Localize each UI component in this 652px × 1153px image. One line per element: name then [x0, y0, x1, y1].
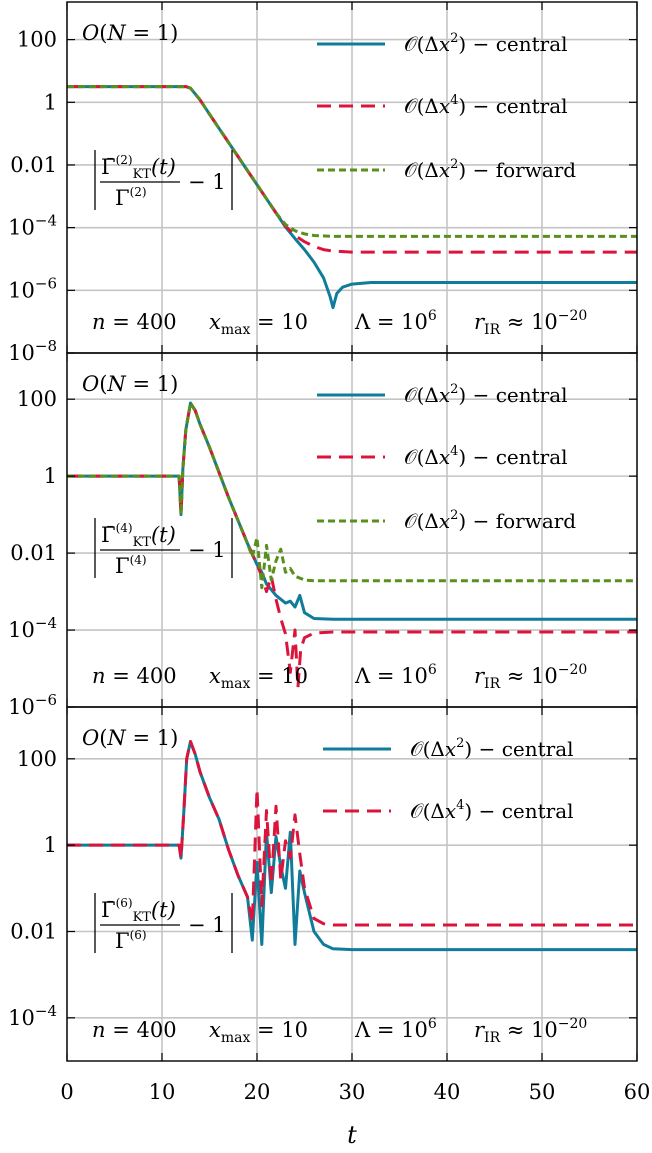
- legend-label-2: 𝒪(Δx4) − central: [404, 444, 568, 469]
- x-tick-label: 60: [624, 1080, 651, 1104]
- series-line-1: [67, 740, 637, 952]
- y-tick-label: 10−6: [8, 691, 57, 719]
- legend-label-1: 𝒪(Δx2) − central: [410, 736, 574, 761]
- panel-2: 100 1 0.01 10−4 10−6 O(N = 1) Γ̄(4)KT(t) Γ(4) − …: [8, 352, 638, 719]
- ylabel-denominator: Γ(6): [115, 928, 147, 953]
- legend-label-3: 𝒪(Δx2) − forward: [404, 508, 576, 533]
- param-lambda: Λ = 106: [354, 1016, 437, 1042]
- panel-3: 100 1 0.01 10−4 O(N = 1) Γ̄(6)KT(t) Γ(6) − 1 n =…: [8, 706, 638, 1062]
- model-label: O(N = 1): [82, 372, 178, 396]
- y-tick-label: 1: [44, 90, 57, 114]
- legend-label-3: 𝒪(Δx2) − forward: [404, 157, 576, 182]
- ylabel-numerator: Γ̄(2)KT(t): [101, 153, 176, 182]
- x-tick-label: 30: [339, 1080, 366, 1104]
- series-line-2: [67, 85, 637, 254]
- param-rir: rIR ≈ 10−20: [474, 1016, 587, 1046]
- y-tick-label: 10−4: [8, 614, 57, 642]
- x-tick-label: 10: [149, 1080, 176, 1104]
- param-xmax: xmax = 10: [209, 1018, 308, 1046]
- y-tick-label: 10−8: [8, 337, 57, 365]
- ylabel-minus-one: − 1: [188, 170, 226, 194]
- param-rir: rIR ≈ 10−20: [474, 308, 587, 338]
- param-lambda: Λ = 106: [354, 662, 437, 688]
- param-n: n = 400: [92, 1018, 177, 1042]
- y-tick-label: 1: [44, 464, 57, 488]
- ylabel-expression: Γ̄(2)KT(t) Γ(2) − 1: [94, 150, 233, 210]
- legend-label-2: 𝒪(Δx4) − central: [404, 93, 568, 118]
- legend-label-1: 𝒪(Δx2) − central: [404, 31, 568, 56]
- ylabel-denominator: Γ(4): [115, 553, 147, 578]
- y-tick-label: 100: [17, 747, 57, 771]
- model-label: O(N = 1): [82, 726, 178, 750]
- x-tick-label: 0: [60, 1080, 73, 1104]
- param-n: n = 400: [92, 310, 177, 334]
- param-xmax: xmax = 10: [209, 310, 308, 338]
- ylabel-expression: Γ̄(6)KT(t) Γ(6) − 1: [94, 893, 233, 953]
- ylabel-numerator: Γ̄(6)KT(t): [101, 896, 176, 925]
- series-line-2: [67, 401, 637, 690]
- y-tick-label: 10−4: [8, 212, 57, 240]
- y-tick-label: 100: [17, 387, 57, 411]
- y-tick-label: 0.01: [10, 153, 57, 177]
- ylabel-numerator: Γ̄(4)KT(t): [101, 521, 176, 550]
- series-line-2: [67, 740, 637, 927]
- y-tick-label: 100: [17, 28, 57, 52]
- x-tick-label: 40: [434, 1080, 461, 1104]
- model-label: O(N = 1): [82, 21, 178, 45]
- param-lambda: Λ = 106: [354, 308, 437, 334]
- y-tick-label: 10−4: [8, 1002, 57, 1030]
- ylabel-minus-one: − 1: [188, 913, 226, 937]
- series-line-3: [67, 401, 637, 590]
- series-line-3: [67, 85, 637, 238]
- x-axis-label: t: [347, 1121, 357, 1149]
- y-tick-label: 0.01: [10, 919, 57, 943]
- param-n: n = 400: [92, 664, 177, 688]
- param-xmax: xmax = 10: [209, 664, 308, 692]
- ylabel-expression: Γ̄(4)KT(t) Γ(4) − 1: [94, 518, 233, 578]
- y-tick-label: 0.01: [10, 541, 57, 565]
- panel-1: 100 1 0.01 10−4 10−6 10−8 O(N = 1) Γ̄(2)KT(t) Γ(…: [8, 1, 638, 365]
- y-tick-label: 1: [44, 833, 57, 857]
- x-tick-label: 50: [529, 1080, 556, 1104]
- legend-label-2: 𝒪(Δx4) − central: [410, 798, 574, 823]
- ylabel-denominator: Γ(2): [115, 185, 147, 210]
- y-tick-label: 10−6: [8, 274, 57, 302]
- ylabel-minus-one: − 1: [188, 538, 226, 562]
- legend-label-1: 𝒪(Δx2) − central: [404, 382, 568, 407]
- param-rir: rIR ≈ 10−20: [474, 662, 587, 692]
- x-tick-label: 20: [244, 1080, 271, 1104]
